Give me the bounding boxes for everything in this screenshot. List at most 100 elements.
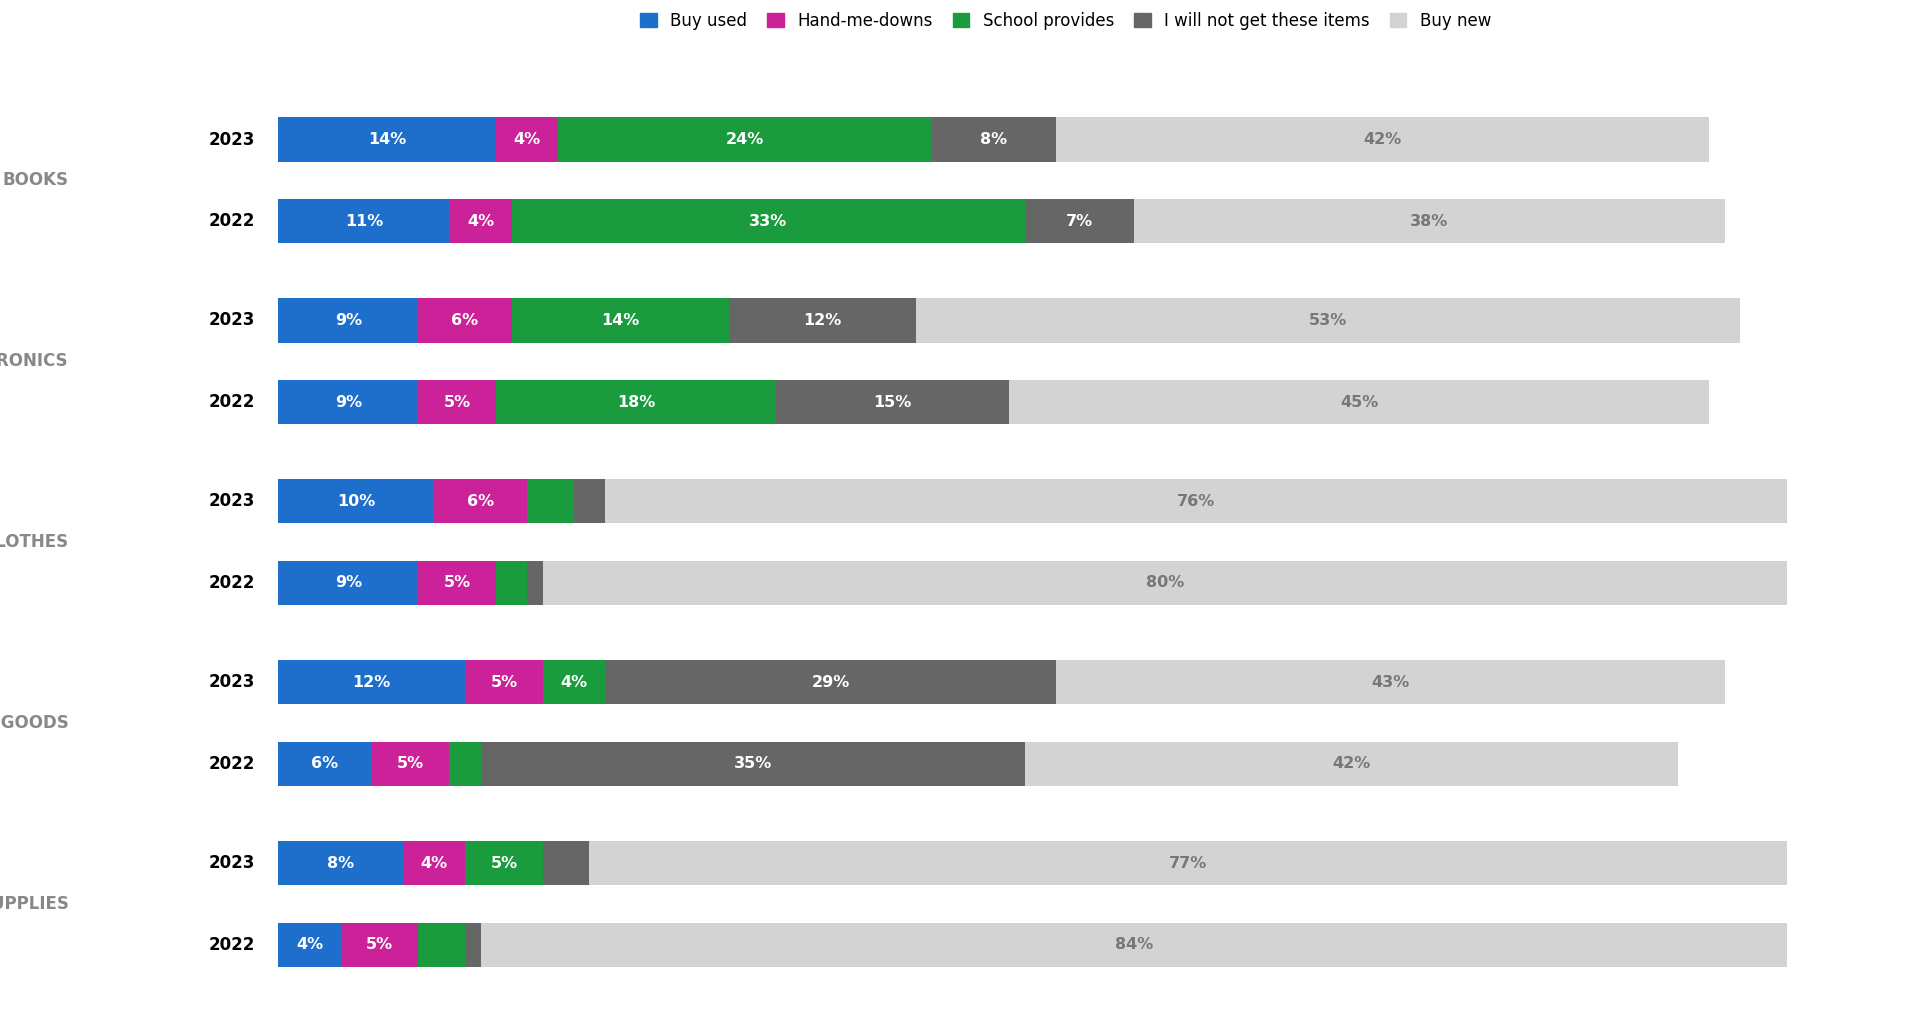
- Text: 77%: 77%: [1169, 855, 1208, 871]
- Text: 8%: 8%: [326, 855, 353, 871]
- Text: 9%: 9%: [334, 575, 363, 590]
- Text: 2022: 2022: [209, 755, 255, 773]
- Text: 12%: 12%: [353, 675, 392, 690]
- Bar: [776, 380, 1010, 425]
- Bar: [340, 923, 419, 967]
- Bar: [278, 660, 465, 704]
- Text: HOME GOODS: HOME GOODS: [0, 714, 69, 732]
- Bar: [605, 480, 1788, 523]
- Text: 80%: 80%: [1146, 575, 1185, 590]
- Bar: [278, 841, 403, 885]
- Text: 84%: 84%: [1116, 937, 1152, 952]
- Text: 14%: 14%: [601, 313, 639, 328]
- Bar: [278, 118, 495, 162]
- Legend: Buy used, Hand-me-downs, School provides, I will not get these items, Buy new: Buy used, Hand-me-downs, School provides…: [634, 5, 1498, 37]
- Text: 2023: 2023: [209, 854, 255, 872]
- Text: 45%: 45%: [1340, 394, 1379, 409]
- Bar: [574, 480, 605, 523]
- Bar: [434, 480, 528, 523]
- Text: 29%: 29%: [812, 675, 851, 690]
- Text: SCHOOL SUPPLIES: SCHOOL SUPPLIES: [0, 895, 69, 912]
- Bar: [465, 923, 480, 967]
- Text: 2022: 2022: [209, 212, 255, 231]
- Bar: [528, 561, 543, 606]
- Bar: [495, 561, 528, 606]
- Text: 2023: 2023: [209, 312, 255, 329]
- Bar: [278, 923, 340, 967]
- Text: 35%: 35%: [733, 756, 772, 771]
- Text: 4%: 4%: [561, 675, 588, 690]
- Bar: [449, 199, 511, 244]
- Bar: [449, 742, 480, 786]
- Text: 9%: 9%: [334, 313, 363, 328]
- Bar: [465, 660, 543, 704]
- Text: 5%: 5%: [490, 675, 518, 690]
- Bar: [419, 299, 511, 342]
- Bar: [1056, 118, 1709, 162]
- Text: 4%: 4%: [515, 132, 541, 147]
- Text: 8%: 8%: [981, 132, 1008, 147]
- Bar: [605, 660, 1056, 704]
- Text: 24%: 24%: [726, 132, 764, 147]
- Text: 2023: 2023: [209, 131, 255, 148]
- Text: 5%: 5%: [444, 575, 470, 590]
- Bar: [1025, 199, 1133, 244]
- Text: 2022: 2022: [209, 393, 255, 411]
- Text: 76%: 76%: [1177, 494, 1215, 509]
- Bar: [589, 841, 1788, 885]
- Bar: [495, 118, 559, 162]
- Text: 4%: 4%: [420, 855, 447, 871]
- Text: 15%: 15%: [874, 394, 912, 409]
- Text: 6%: 6%: [451, 313, 478, 328]
- Text: BOOKS: BOOKS: [2, 172, 69, 189]
- Bar: [931, 118, 1056, 162]
- Bar: [419, 380, 495, 425]
- Bar: [543, 561, 1788, 606]
- Bar: [543, 841, 589, 885]
- Text: 42%: 42%: [1363, 132, 1402, 147]
- Text: 11%: 11%: [346, 213, 384, 229]
- Bar: [278, 480, 434, 523]
- Text: 18%: 18%: [616, 394, 655, 409]
- Bar: [465, 841, 543, 885]
- Text: 42%: 42%: [1332, 756, 1371, 771]
- Text: 5%: 5%: [367, 937, 394, 952]
- Bar: [278, 742, 372, 786]
- Bar: [543, 660, 605, 704]
- Bar: [1056, 660, 1724, 704]
- Text: 12%: 12%: [804, 313, 841, 328]
- Bar: [559, 118, 931, 162]
- Bar: [419, 561, 495, 606]
- Bar: [511, 199, 1025, 244]
- Text: 4%: 4%: [296, 937, 323, 952]
- Bar: [403, 841, 465, 885]
- Text: 5%: 5%: [397, 756, 424, 771]
- Bar: [1133, 199, 1724, 244]
- Text: 2023: 2023: [209, 674, 255, 691]
- Text: 38%: 38%: [1409, 213, 1448, 229]
- Text: 9%: 9%: [334, 394, 363, 409]
- Bar: [528, 480, 574, 523]
- Bar: [916, 299, 1740, 342]
- Bar: [495, 380, 776, 425]
- Bar: [278, 199, 449, 244]
- Text: 43%: 43%: [1371, 675, 1409, 690]
- Text: 14%: 14%: [369, 132, 407, 147]
- Bar: [372, 742, 449, 786]
- Bar: [730, 299, 916, 342]
- Text: 7%: 7%: [1066, 213, 1092, 229]
- Bar: [480, 923, 1788, 967]
- Text: ELECTRONICS: ELECTRONICS: [0, 353, 69, 370]
- Text: 5%: 5%: [444, 394, 470, 409]
- Bar: [1025, 742, 1678, 786]
- Text: 2023: 2023: [209, 493, 255, 510]
- Text: 4%: 4%: [467, 213, 493, 229]
- Text: CLOTHES: CLOTHES: [0, 533, 69, 551]
- Text: 6%: 6%: [467, 494, 493, 509]
- Text: 2022: 2022: [209, 574, 255, 592]
- Bar: [419, 923, 465, 967]
- Bar: [1010, 380, 1709, 425]
- Bar: [278, 299, 419, 342]
- Text: 10%: 10%: [338, 494, 374, 509]
- Text: 2022: 2022: [209, 936, 255, 954]
